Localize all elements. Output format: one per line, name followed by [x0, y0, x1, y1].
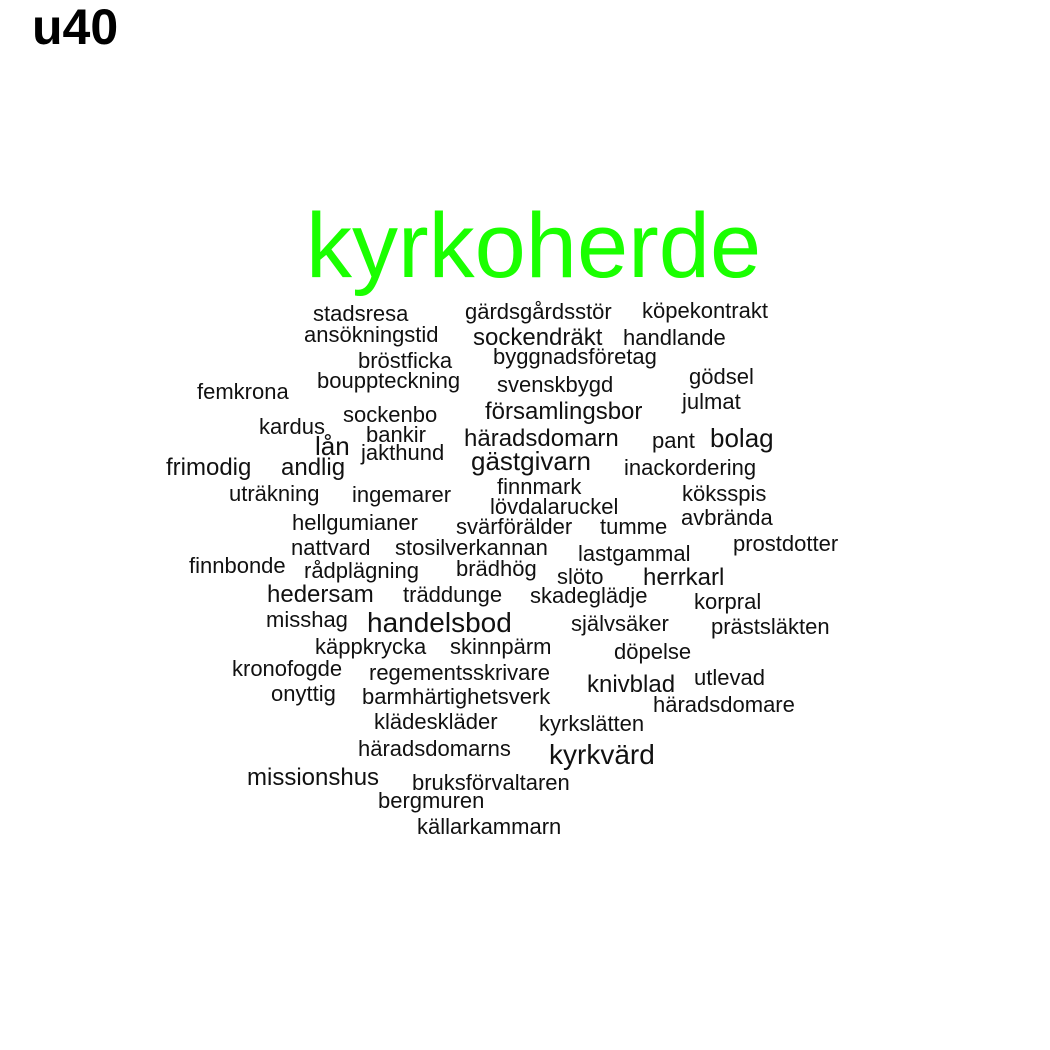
cloud-word: stosilverkannan	[395, 535, 548, 560]
cloud-word: handlande	[623, 325, 726, 350]
cloud-word: kronofogde	[232, 656, 343, 681]
cloud-word: döpelse	[614, 639, 692, 664]
cloud-word: ingemarer	[352, 482, 452, 507]
cloud-word: missionshus	[247, 764, 380, 791]
cloud-word: hedersam	[267, 581, 374, 608]
cloud-word: uträkning	[229, 481, 320, 506]
cloud-word: barmhärtighetsverk	[362, 684, 551, 709]
cloud-word: bergmuren	[378, 788, 485, 813]
cloud-word: häradsdomarns	[358, 736, 511, 761]
cloud-word: sockenbo	[343, 402, 438, 427]
cloud-word: köpekontrakt	[642, 298, 768, 323]
cloud-word: stadsresa	[313, 301, 409, 326]
cloud-word: skadeglädje	[530, 583, 648, 608]
cloud-word: käppkrycka	[315, 634, 427, 659]
cloud-word: julmat	[682, 389, 741, 414]
cloud-word: självsäker	[571, 611, 669, 636]
cloud-word: finnbonde	[189, 553, 286, 578]
cloud-word: församlingsbor	[485, 398, 643, 425]
cloud-word: ansökningstid	[304, 322, 439, 347]
page-title: u40	[32, 0, 119, 55]
cloud-word: finnmark	[497, 474, 582, 499]
cloud-word: handelsbod	[367, 607, 512, 638]
cloud-word: slöto	[557, 564, 604, 589]
cloud-word: sockendräkt	[473, 324, 603, 351]
cloud-word: bruksförvaltaren	[412, 770, 570, 795]
cloud-word: prästsläkten	[711, 614, 830, 639]
cloud-word: bröstficka	[358, 348, 453, 373]
cloud-word: kyrkvärd	[549, 739, 655, 770]
cloud-word: inackordering	[624, 455, 757, 480]
cloud-word: pant	[652, 428, 695, 453]
cloud-word: kyrkslätten	[539, 711, 645, 736]
cloud-word: gödsel	[689, 364, 754, 389]
cloud-word: knivblad	[587, 671, 676, 698]
cloud-word: träddunge	[403, 582, 503, 607]
cloud-word: prostdotter	[733, 531, 839, 556]
cloud-word: andlig	[281, 454, 346, 481]
cloud-word: bouppteckning	[317, 368, 461, 393]
cloud-word: brädhög	[456, 556, 537, 581]
cloud-word: tumme	[600, 514, 668, 539]
cloud-word: gärdsgårdsstör	[465, 299, 612, 324]
cloud-word: häradsdomare	[653, 692, 795, 717]
cloud-word: skinnpärm	[450, 634, 552, 659]
cloud-word: köksspis	[682, 481, 767, 506]
cloud-word: frimodig	[166, 454, 252, 481]
cloud-word: misshag	[266, 607, 348, 632]
cloud-word: klädeskläder	[374, 709, 498, 734]
cloud-word: svärförälder	[456, 514, 573, 539]
cloud-word: femkrona	[197, 379, 289, 404]
cloud-word: bankir	[366, 422, 426, 447]
cloud-word: bolag	[710, 423, 774, 453]
cloud-word: regementsskrivare	[369, 660, 550, 685]
cloud-word: källarkammarn	[417, 814, 562, 839]
cloud-word: kardus	[259, 414, 326, 439]
cloud-word: korpral	[694, 589, 762, 614]
cloud-word: lån	[315, 431, 350, 461]
cloud-word: svenskbygd	[497, 372, 614, 397]
cloud-word: jakthund	[361, 440, 445, 465]
cloud-word: gästgivarn	[471, 446, 591, 476]
cloud-word: utlevad	[694, 665, 765, 690]
cloud-word: nattvard	[291, 535, 371, 560]
cloud-word: lövdalaruckel	[490, 494, 619, 519]
cloud-word: kyrkoherde	[306, 195, 762, 297]
cloud-word: lastgammal	[578, 541, 691, 566]
cloud-word: rådplägning	[304, 558, 419, 583]
cloud-word: onyttig	[271, 681, 336, 706]
cloud-word: häradsdomarn	[464, 425, 619, 452]
cloud-word: herrkarl	[643, 564, 725, 591]
cloud-word: hellgumianer	[292, 510, 418, 535]
cloud-word: avbrända	[681, 505, 773, 530]
cloud-word: byggnadsföretag	[493, 344, 657, 369]
